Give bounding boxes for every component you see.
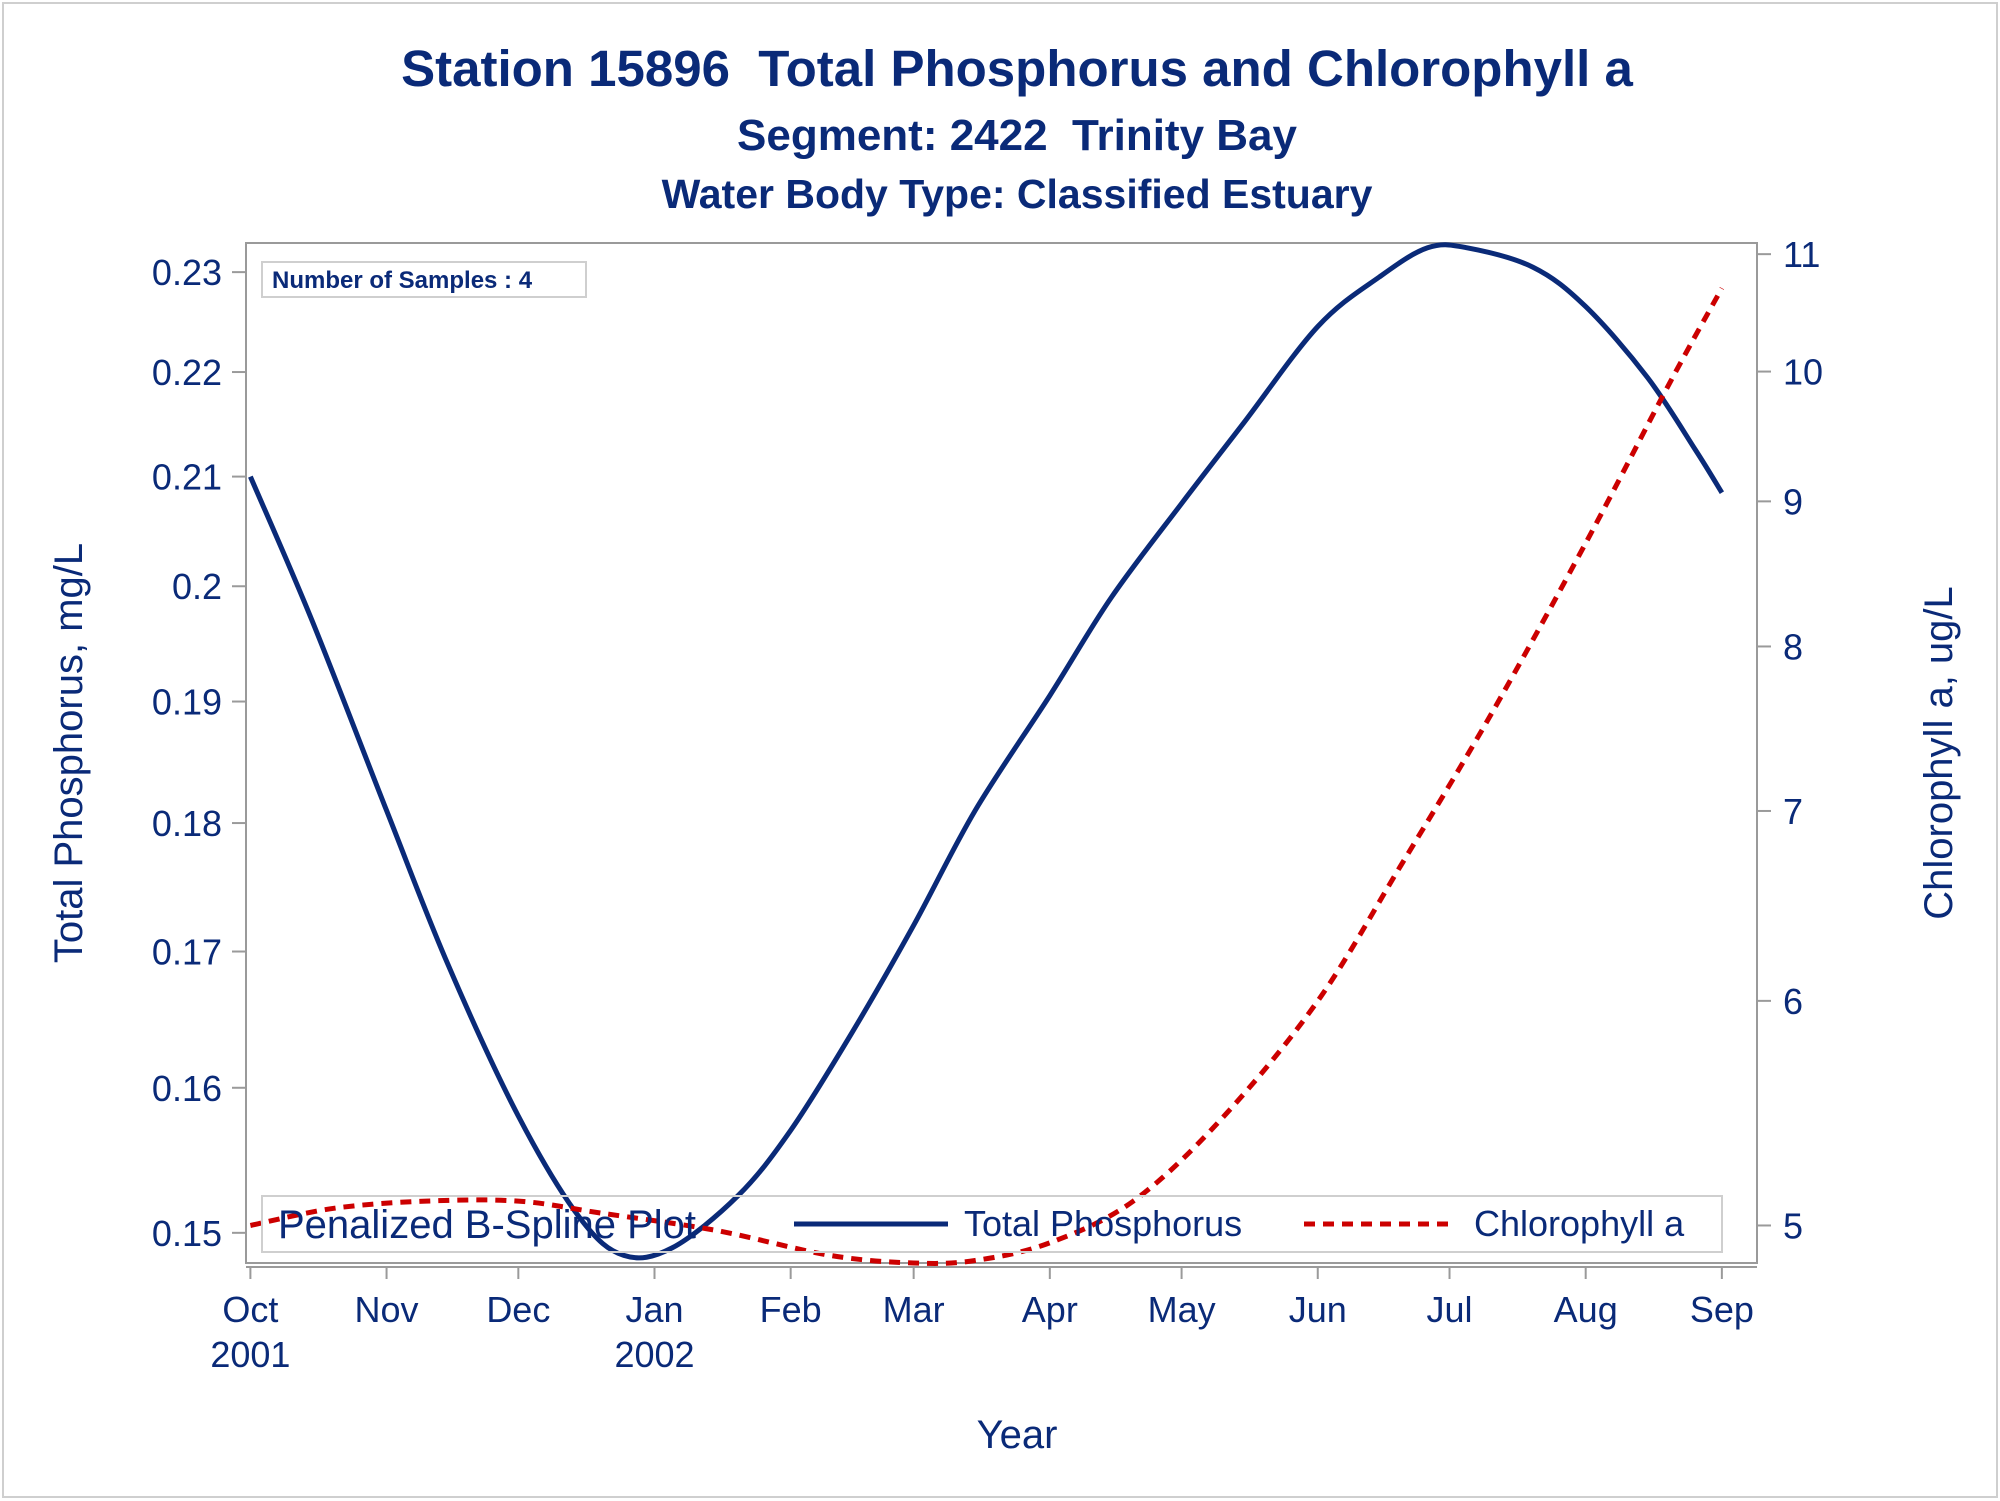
legend-label-total-phosphorus: Total Phosphorus bbox=[964, 1203, 1242, 1244]
x-tick-label-mar-2002-03-01: Mar bbox=[883, 1289, 945, 1330]
y-left-tick-label-0-2: 0.2 bbox=[172, 566, 222, 607]
x-tick-label-aug-2002-08-01: Aug bbox=[1554, 1289, 1618, 1330]
y-left-tick-label-0-16: 0.16 bbox=[152, 1068, 222, 1109]
x-tick-label-may-2002-05-01: May bbox=[1148, 1289, 1216, 1330]
chart-subtitle-water-body: Water Body Type: Classified Estuary bbox=[662, 171, 1373, 217]
legend-box bbox=[261, 1195, 1723, 1253]
x-tick-label-feb-2002-02-01: Feb bbox=[760, 1289, 822, 1330]
plot-area bbox=[245, 242, 1758, 1264]
y-right-tick-label-8: 8 bbox=[1783, 626, 1803, 667]
x-tick-label-jun-2002-06-01: Jun bbox=[1289, 1289, 1347, 1330]
y-right-tick-label-7: 7 bbox=[1783, 791, 1803, 832]
x-tick-label-jul-2002-07-01: Jul bbox=[1427, 1289, 1473, 1330]
x-tick-label-apr-2002-04-01: Apr bbox=[1022, 1289, 1078, 1330]
sample-count-inset: Number of Samples : 4 bbox=[261, 261, 587, 298]
legend-title: Penalized B-Spline Plot bbox=[278, 1203, 696, 1247]
y-axis-left-label: Total Phosphorus, mg/L bbox=[47, 543, 91, 963]
y-left-tick-label-0-21: 0.21 bbox=[152, 457, 222, 498]
x-tick-label-jan-2002-01-01: Jan bbox=[625, 1289, 683, 1330]
y-left-tick-label-0-17: 0.17 bbox=[152, 932, 222, 973]
sample-count-text: Number of Samples : 4 bbox=[272, 267, 533, 294]
legend: Penalized B-Spline Plot Total Phosphorus… bbox=[261, 1195, 1723, 1253]
y-left-tick-label-0-18: 0.18 bbox=[152, 803, 222, 844]
y-left-tick-label-0-22: 0.22 bbox=[152, 352, 222, 393]
y-axis-right-label: Chlorophyll a, ug/L bbox=[1917, 586, 1961, 920]
y-right-tick-label-9: 9 bbox=[1783, 481, 1803, 522]
x-axis-label: Year bbox=[977, 1413, 1058, 1457]
series-line-chlorophyll-a bbox=[249, 286, 1725, 1266]
y-left-tick-label-0-23: 0.23 bbox=[152, 252, 222, 293]
y-right-tick-label-10: 10 bbox=[1783, 352, 1823, 393]
y-right-tick-label-6: 6 bbox=[1783, 981, 1803, 1022]
x-tick-year-2002: 2002 bbox=[614, 1334, 694, 1375]
x-tick-label-dec-2001-12-01: Dec bbox=[486, 1289, 550, 1330]
x-tick-label-nov-2001-11-01: Nov bbox=[355, 1289, 419, 1330]
x-tick-label-oct-2001-10-01: Oct bbox=[222, 1289, 278, 1330]
series-line-total-phosphorus bbox=[248, 242, 1725, 1261]
legend-label-chlorophyll-a: Chlorophyll a bbox=[1474, 1203, 1685, 1244]
y-axis-left: 0.15 0.16 0.17 0.18 0.19 0.2 0.21 0.22 0.23 bbox=[152, 252, 246, 1254]
chart-svg: Station 15896 Total Phosphorus and Chlor… bbox=[47, 40, 1961, 1457]
series-layer bbox=[248, 242, 1725, 1266]
y-left-tick-label-0-15: 0.15 bbox=[152, 1213, 222, 1254]
chart-subtitle-segment: Segment: 2422 Trinity Bay bbox=[737, 111, 1298, 160]
y-left-tick-label-0-19: 0.19 bbox=[152, 682, 222, 723]
chart-title: Station 15896 Total Phosphorus and Chlor… bbox=[401, 40, 1633, 97]
x-tick-year-2001: 2001 bbox=[210, 1334, 290, 1375]
y-right-tick-label-11: 11 bbox=[1783, 234, 1820, 275]
y-axis-right: 5 6 7 8 9 10 11 bbox=[1757, 234, 1823, 1246]
x-tick-label-sep-2002-09-01: Sep bbox=[1690, 1289, 1754, 1330]
y-right-tick-label-5: 5 bbox=[1783, 1205, 1803, 1246]
